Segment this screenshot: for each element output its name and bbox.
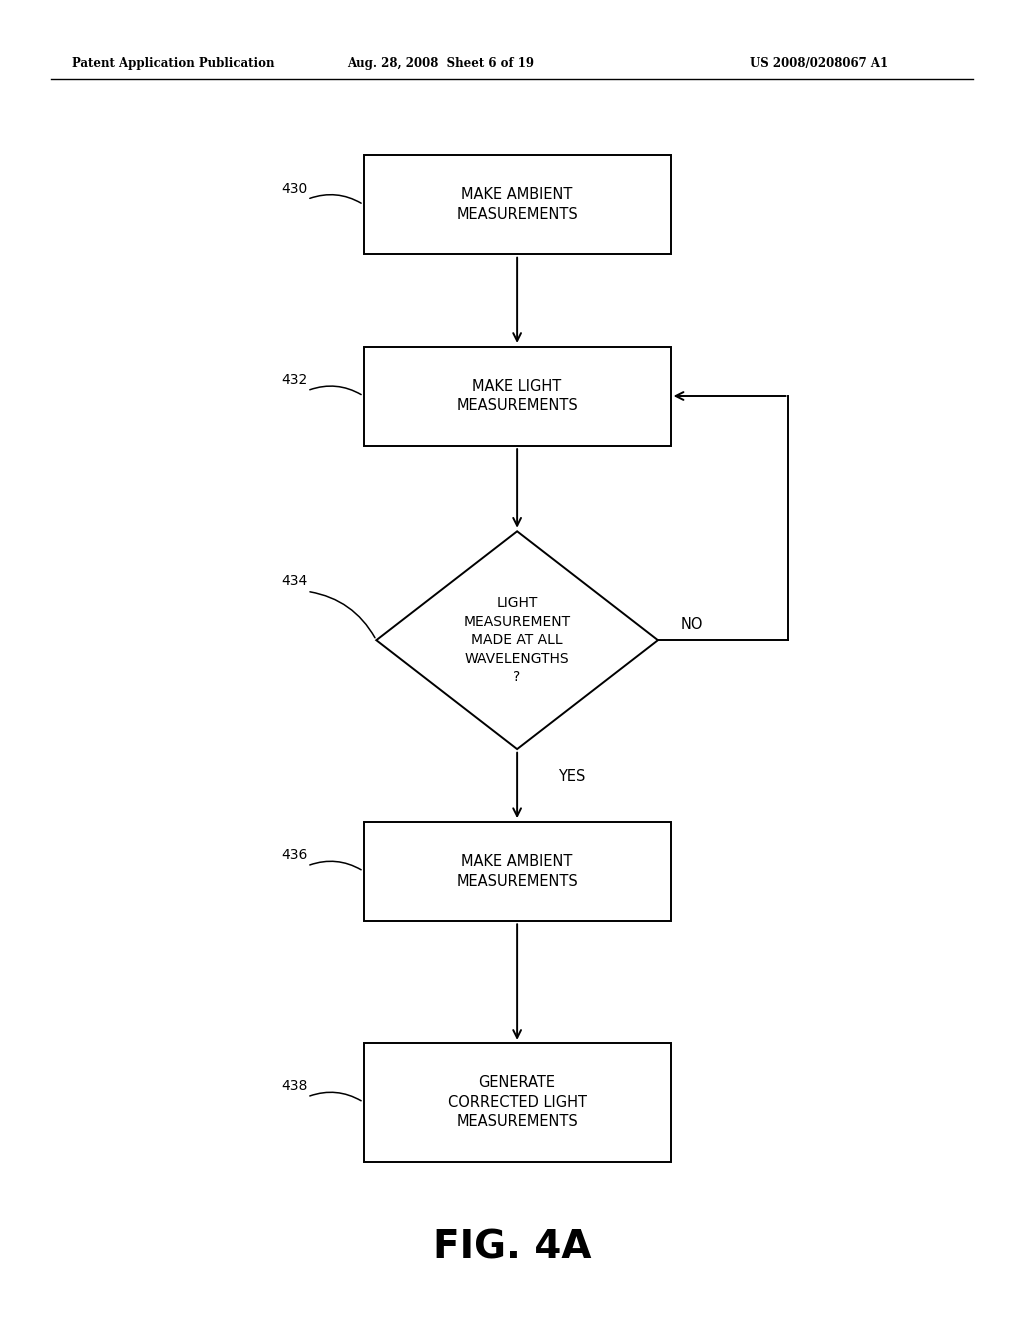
Text: Aug. 28, 2008  Sheet 6 of 19: Aug. 28, 2008 Sheet 6 of 19 <box>347 57 534 70</box>
Text: Patent Application Publication: Patent Application Publication <box>72 57 274 70</box>
Text: MAKE AMBIENT
MEASUREMENTS: MAKE AMBIENT MEASUREMENTS <box>457 854 578 888</box>
FancyBboxPatch shape <box>364 156 671 253</box>
Text: 434: 434 <box>282 574 308 587</box>
Text: FIG. 4A: FIG. 4A <box>433 1229 591 1266</box>
Text: MAKE LIGHT
MEASUREMENTS: MAKE LIGHT MEASUREMENTS <box>457 379 578 413</box>
Text: 430: 430 <box>282 182 308 195</box>
FancyBboxPatch shape <box>364 1043 671 1162</box>
Text: 438: 438 <box>282 1080 308 1093</box>
Text: LIGHT
MEASUREMENT
MADE AT ALL
WAVELENGTHS
?: LIGHT MEASUREMENT MADE AT ALL WAVELENGTH… <box>464 597 570 684</box>
Text: YES: YES <box>558 768 586 784</box>
FancyBboxPatch shape <box>364 821 671 921</box>
Text: 432: 432 <box>282 374 308 387</box>
Polygon shape <box>377 531 658 750</box>
Text: NO: NO <box>681 616 703 632</box>
Text: MAKE AMBIENT
MEASUREMENTS: MAKE AMBIENT MEASUREMENTS <box>457 187 578 222</box>
FancyBboxPatch shape <box>364 347 671 446</box>
Text: US 2008/0208067 A1: US 2008/0208067 A1 <box>751 57 888 70</box>
Text: 436: 436 <box>282 849 308 862</box>
Text: GENERATE
CORRECTED LIGHT
MEASUREMENTS: GENERATE CORRECTED LIGHT MEASUREMENTS <box>447 1074 587 1130</box>
